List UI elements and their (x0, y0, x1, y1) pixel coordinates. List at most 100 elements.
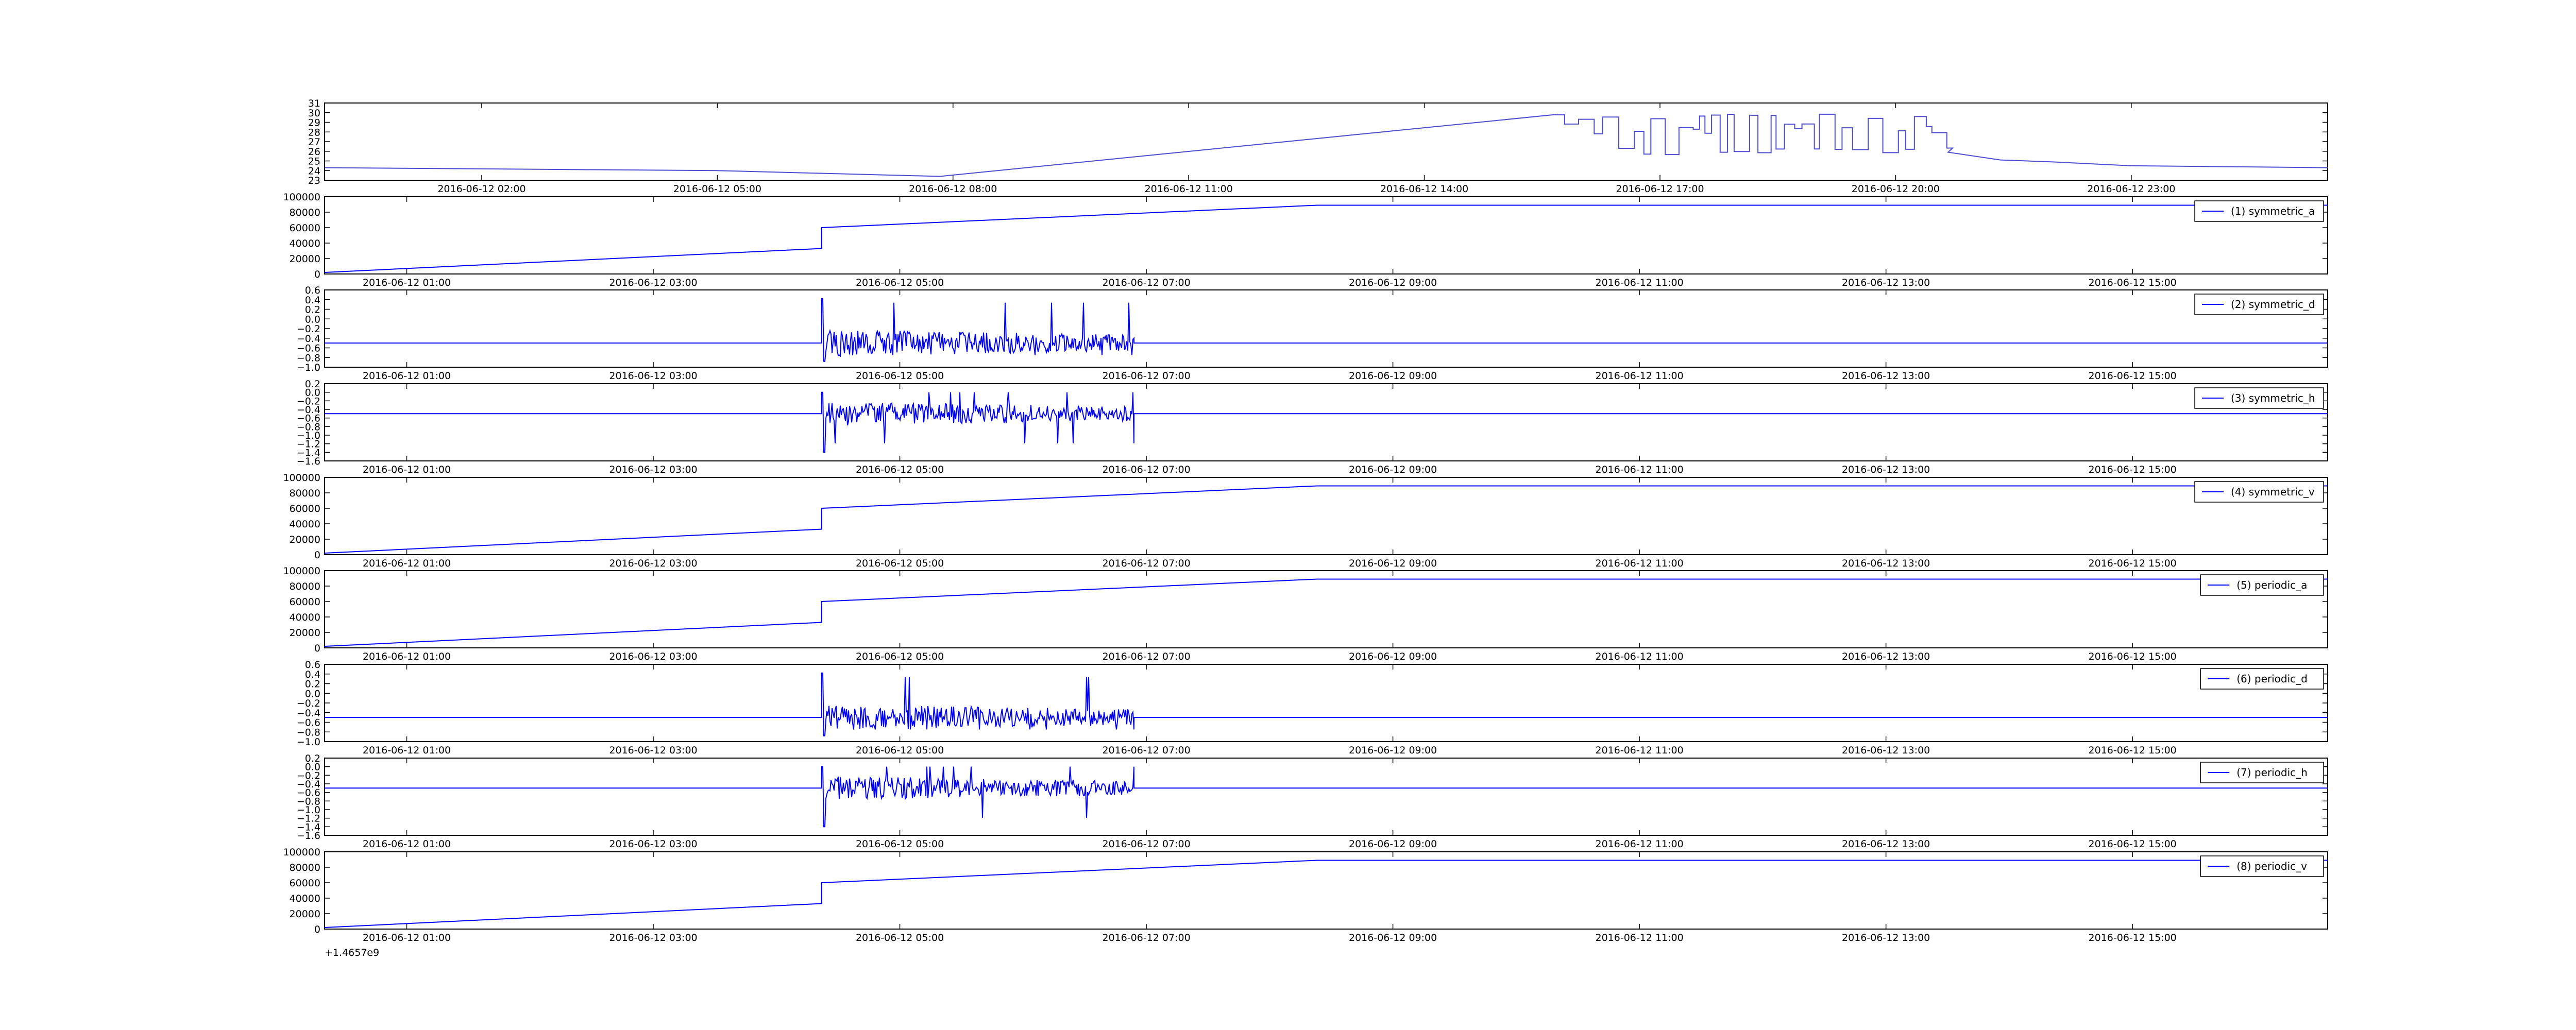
x-tick-label: 2016-06-12 15:00 (2089, 277, 2177, 288)
x-tick-label: 2016-06-12 15:00 (2089, 464, 2177, 475)
y-tick-label: −0.4 (297, 779, 320, 790)
plot-frame (324, 851, 2328, 930)
x-tick-label: 2016-06-12 11:00 (1596, 464, 1684, 475)
y-tick-label: 40000 (290, 238, 320, 249)
y-tick-label: 0.2 (305, 753, 320, 764)
x-tick-label: 2016-06-12 15:00 (2089, 932, 2177, 943)
x-tick-label: 2016-06-12 11:00 (1596, 370, 1684, 382)
plot-frame (324, 570, 2328, 648)
y-tick-label: −1.4 (297, 821, 320, 833)
x-tick-label: 2016-06-12 09:00 (1349, 464, 1437, 475)
x-tick-label: 2016-06-12 05:00 (856, 370, 944, 382)
x-tick-label: 2016-06-12 09:00 (1349, 932, 1437, 943)
series-line (324, 113, 2328, 177)
x-tick-label: 2016-06-12 05:00 (856, 558, 944, 569)
y-tick-label: −0.2 (297, 323, 320, 335)
y-tick-label: −1.2 (297, 813, 320, 825)
plot-frame (324, 102, 2328, 181)
series-line (324, 860, 2328, 928)
y-tick-label: −1.6 (297, 830, 320, 842)
y-tick-label: −0.6 (297, 413, 320, 424)
chart-panel-2: 0 20000 40000 60000 80000 100000 2016-06-12 01… (283, 192, 2328, 303)
x-tick-label: 2016-06-12 01:00 (363, 558, 451, 569)
y-tick-label: −0.4 (297, 708, 320, 719)
y-tick-label: −0.4 (297, 333, 320, 345)
y-tick-label: 100000 (283, 847, 320, 858)
x-tick-label: 2016-06-12 11:00 (1596, 932, 1684, 943)
y-tick-label: 25 (308, 156, 320, 167)
x-tick-label: 2016-06-12 05:00 (856, 464, 944, 475)
y-tick-label: 20000 (290, 534, 320, 545)
x-tick-label: 2016-06-12 14:00 (1380, 183, 1468, 195)
x-tick-label: 2016-06-12 03:00 (609, 651, 697, 662)
chart-panel-5: 0 20000 40000 60000 80000 100000 2016-06-12 01… (283, 472, 2328, 584)
legend-label: (2) symmetric_d (2231, 298, 2315, 311)
x-tick-label: 2016-06-12 03:00 (609, 277, 697, 288)
x-tick-label: 2016-06-12 05:00 (856, 838, 944, 850)
x-tick-label: 2016-06-12 05:00 (856, 932, 944, 943)
y-tick-label: 0.2 (305, 304, 320, 316)
y-tick-label: −0.8 (297, 796, 320, 807)
y-tick-label: 60000 (290, 596, 320, 608)
y-tick-label: 100000 (283, 192, 320, 203)
y-tick-label: 20000 (290, 908, 320, 920)
y-tick-label: 31 (308, 98, 320, 109)
y-tick-label: 40000 (290, 519, 320, 530)
series-line (324, 485, 2328, 554)
x-tick-label: 2016-06-12 15:00 (2089, 370, 2177, 382)
series-line (325, 391, 2328, 453)
x-tick-label: 2016-06-12 15:00 (2089, 838, 2177, 850)
x-tick-label: 2016-06-12 13:00 (1842, 277, 1930, 288)
x-tick-label: 2016-06-12 11:00 (1596, 558, 1684, 569)
x-tick-label: 2016-06-12 11:00 (1596, 838, 1684, 850)
chart-panel-3: −1.0−0.8−0.6−0.4−0.20.00.20.40.6 2016-06-… (297, 285, 2328, 382)
x-tick-label: 2016-06-12 07:00 (1102, 464, 1190, 475)
series-line (325, 672, 2328, 736)
y-tick-label: 26 (308, 146, 320, 158)
chart-panel-8: −1.6−1.4−1.2−1.0−0.8−0.6−0.4−0.20.00.2 20… (297, 753, 2328, 850)
x-tick-label: 2016-06-12 13:00 (1842, 651, 1930, 662)
y-tick-label: −0.2 (297, 396, 320, 407)
x-tick-label: 2016-06-12 07:00 (1102, 651, 1190, 662)
y-tick-label: 0.4 (305, 295, 320, 306)
x-tick-label: 2016-06-12 05:00 (856, 745, 944, 756)
x-tick-label: 2016-06-12 02:00 (437, 183, 526, 195)
x-tick-label: 2016-06-12 07:00 (1102, 932, 1190, 943)
x-tick-label: 2016-06-12 01:00 (363, 838, 451, 850)
y-tick-label: 28 (308, 127, 320, 138)
y-tick-label: 100000 (283, 472, 320, 484)
y-tick-label: 40000 (290, 612, 320, 623)
y-tick-label: −0.8 (297, 352, 320, 364)
x-tick-label: 2016-06-12 13:00 (1842, 745, 1930, 756)
x-tick-label: 2016-06-12 07:00 (1102, 370, 1190, 382)
y-tick-label: −0.6 (297, 717, 320, 729)
y-tick-label: −1.0 (297, 362, 320, 373)
y-tick-label: −0.6 (297, 787, 320, 799)
x-tick-label: 2016-06-12 07:00 (1102, 838, 1190, 850)
y-tick-label: 0.0 (305, 688, 320, 699)
legend-label: (6) periodic_d (2236, 673, 2308, 685)
y-tick-label: 80000 (290, 207, 320, 218)
y-tick-label: 80000 (290, 862, 320, 873)
x-tick-label: 2016-06-12 09:00 (1349, 651, 1437, 662)
legend-label: (8) periodic_v (2236, 860, 2307, 872)
x-tick-label: 2016-06-12 03:00 (609, 370, 697, 382)
plot-frame (324, 383, 2328, 461)
x-tick-label: 2016-06-12 23:00 (2087, 183, 2175, 195)
y-tick-label: 0.0 (305, 387, 320, 399)
x-tick-label: 2016-06-12 03:00 (609, 558, 697, 569)
x-tick-label: 2016-06-12 09:00 (1349, 745, 1437, 756)
x-tick-label: 2016-06-12 13:00 (1842, 838, 1930, 850)
x-tick-label: 2016-06-12 13:00 (1842, 464, 1930, 475)
x-tick-label: 2016-06-12 13:00 (1842, 558, 1930, 569)
legend-label: (3) symmetric_h (2231, 392, 2315, 404)
x-tick-label: 2016-06-12 20:00 (1852, 183, 1940, 195)
plot-frame (324, 289, 2328, 368)
x-tick-label: 2016-06-12 13:00 (1842, 932, 1930, 943)
plot-frame (324, 196, 2328, 274)
legend-label: (5) periodic_a (2236, 579, 2307, 591)
x-tick-label: 2016-06-12 11:00 (1596, 745, 1684, 756)
y-tick-label: −0.8 (297, 727, 320, 738)
y-tick-label: 27 (308, 136, 320, 148)
